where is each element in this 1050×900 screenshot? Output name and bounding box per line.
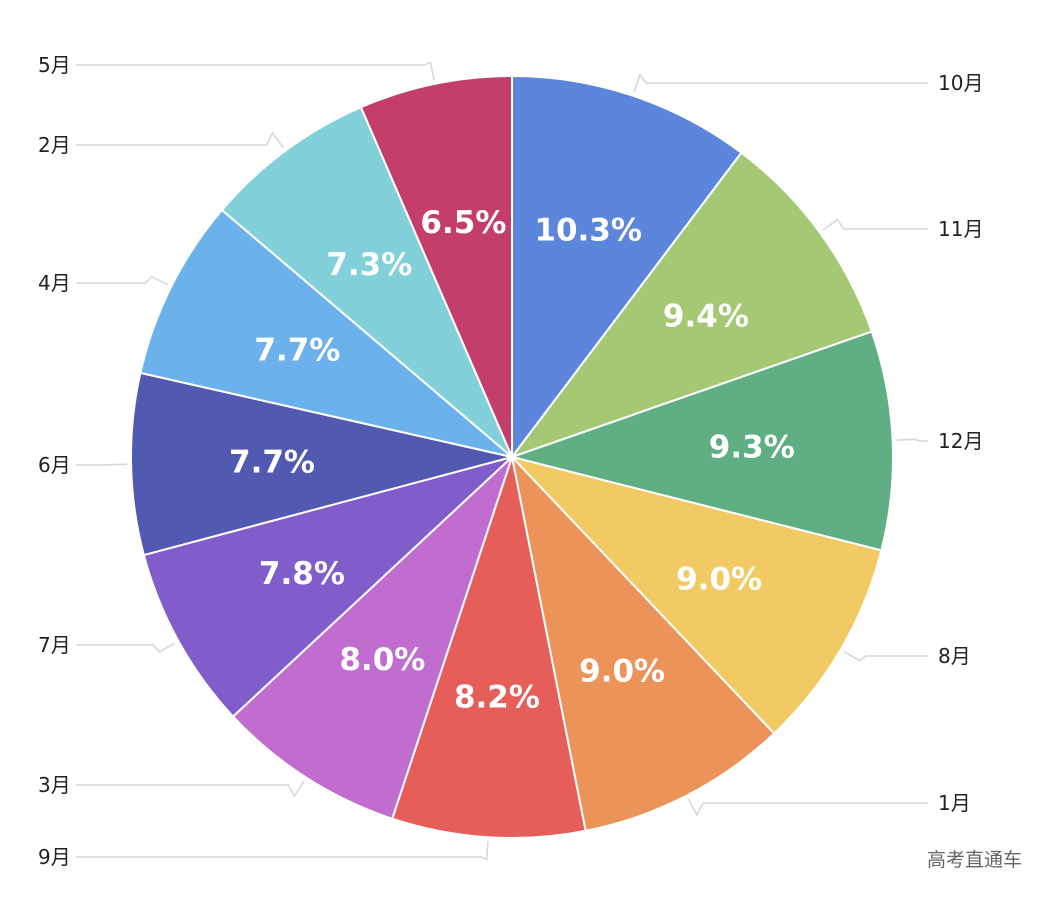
pie-slice-7 <box>231 456 513 820</box>
slice-percent-label: 8.2% <box>454 680 540 716</box>
leader-line <box>76 780 305 798</box>
pie-slice-10 <box>139 208 513 458</box>
pie-slice-3 <box>508 330 894 552</box>
pie-slice-8 <box>142 456 513 718</box>
pie-slice-6 <box>390 453 587 839</box>
percent-labels: 10.3% 9.4% 9.3% 9.0% 9.0% 8.2% 8.0% 7.8% 7.7% 7.7… <box>229 205 795 716</box>
pie-slice-9 <box>130 371 513 557</box>
leader-line <box>76 642 176 653</box>
slice-percent-label: 7.7% <box>254 333 340 369</box>
leader-line <box>76 131 284 148</box>
slice-percent-label: 8.0% <box>339 642 425 678</box>
slice-percent-label: 9.0% <box>676 561 762 597</box>
slice-month-label: 2月 <box>38 133 71 157</box>
pie-slice-1 <box>511 74 743 460</box>
pie-slice-11 <box>220 105 513 458</box>
slice-month-label: 11月 <box>938 217 983 241</box>
slice-percent-label: 6.5% <box>420 205 506 241</box>
slice-month-label: 8月 <box>938 644 971 668</box>
leader-line <box>843 650 928 662</box>
slice-labels: 10月 11月 12月 8月 1月 9月 3月 7月 6月 4月 2月 5月 <box>38 53 983 869</box>
leader-line <box>633 73 928 93</box>
slice-percent-label: 10.3% <box>534 212 642 248</box>
pie-slice-4 <box>508 455 883 735</box>
slice-percent-label: 9.0% <box>579 653 665 689</box>
leader-line <box>76 61 435 81</box>
leader-line <box>76 841 489 861</box>
slice-month-label: 7月 <box>38 633 71 657</box>
slice-month-label: 9月 <box>38 845 71 869</box>
slice-percent-label: 9.4% <box>663 299 749 335</box>
slice-percent-label: 7.7% <box>229 445 315 481</box>
slice-percent-label: 7.8% <box>259 556 345 592</box>
leader-line <box>76 463 128 466</box>
slice-month-label: 1月 <box>938 791 971 815</box>
slice-percent-label: 7.3% <box>326 247 412 283</box>
pie-slices <box>130 74 894 839</box>
leader-line <box>76 275 169 286</box>
slice-month-label: 5月 <box>38 53 71 77</box>
leader-line <box>822 218 928 231</box>
slice-month-label: 3月 <box>38 773 71 797</box>
leader-lines <box>76 61 928 861</box>
watermark: 高考直通车 <box>926 849 1022 871</box>
slice-percent-label: 9.3% <box>709 429 795 465</box>
pie-slice-2 <box>509 151 874 460</box>
slice-month-label: 12月 <box>938 429 983 453</box>
slice-month-label: 4月 <box>38 271 71 295</box>
pie-slice-5 <box>510 453 776 832</box>
leader-line <box>687 798 928 817</box>
slice-month-label: 6月 <box>38 453 71 477</box>
slice-month-label: 10月 <box>938 71 983 95</box>
pie-slice-12 <box>359 74 513 458</box>
leader-line <box>896 438 928 442</box>
